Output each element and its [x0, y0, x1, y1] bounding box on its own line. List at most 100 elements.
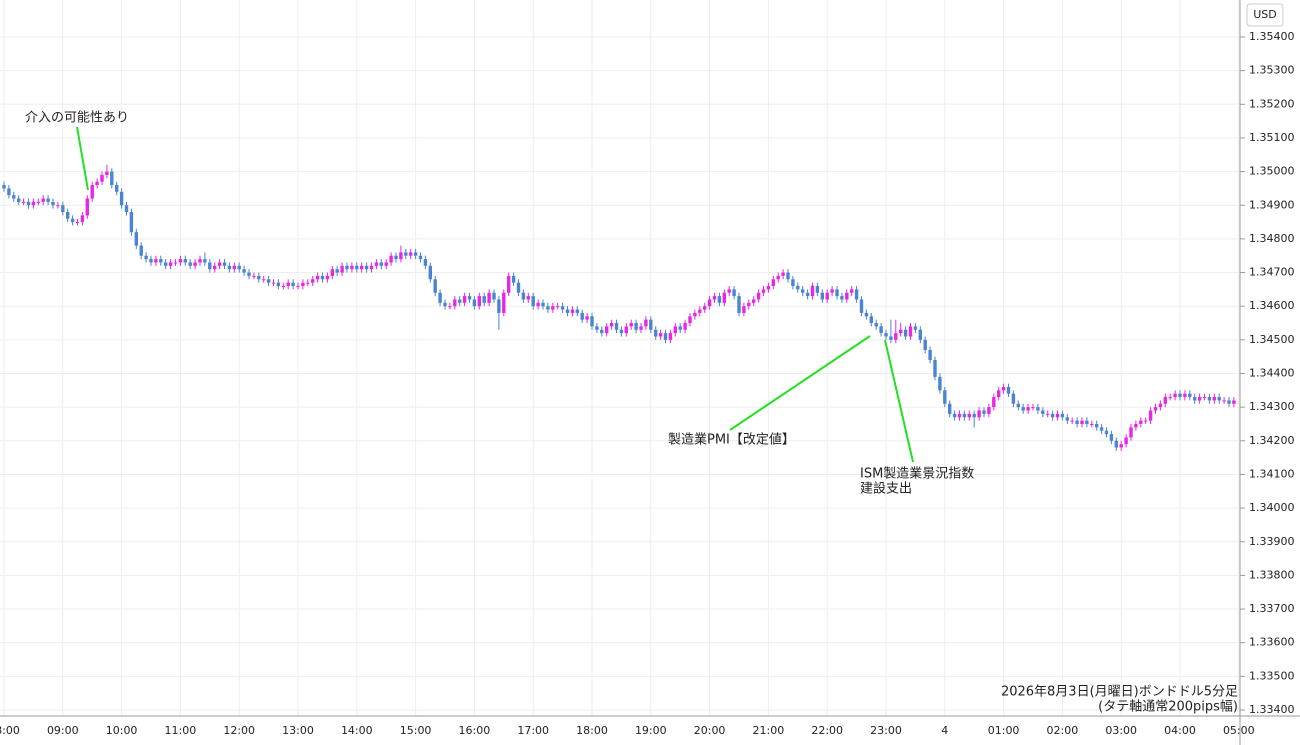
candle-body — [595, 326, 599, 330]
y-tick-label: 1.35300 — [1249, 64, 1295, 77]
grid — [0, 0, 1240, 716]
x-tick-label: 21:00 — [753, 724, 785, 737]
candle-body — [149, 259, 153, 263]
candle-body — [850, 289, 854, 293]
candle-body — [413, 252, 418, 256]
y-tick-label: 1.34100 — [1249, 467, 1295, 480]
candle-body — [1021, 407, 1025, 411]
candle-body — [360, 265, 364, 270]
candle-body — [556, 306, 560, 308]
x-tick-label: 13:00 — [282, 724, 314, 737]
candle-body — [252, 275, 256, 277]
y-tick-label: 1.35200 — [1249, 97, 1295, 110]
candle-body — [928, 349, 932, 361]
candle-body — [585, 316, 589, 320]
y-tick-label: 1.34300 — [1249, 400, 1295, 413]
candle-body — [502, 292, 506, 313]
candle-body — [727, 289, 731, 293]
candle-body — [227, 265, 232, 270]
candle-body — [355, 265, 359, 270]
annotations: 介入の可能性あり 製造業PMI【改定値】 ISM製造業景況指数 建設支出 — [25, 111, 974, 497]
candle-body — [854, 289, 859, 300]
candle-body — [399, 252, 403, 260]
candle-body — [683, 323, 687, 330]
candle-body — [281, 286, 285, 288]
candle-body — [717, 296, 722, 303]
candle-body — [1144, 420, 1148, 422]
candle-body — [85, 198, 89, 216]
candle-body — [1031, 407, 1035, 409]
candle-body — [159, 259, 163, 263]
caption: 2026年8月3日(月曜日)ボンドドル5分足 — [1001, 685, 1238, 700]
x-tick-label: 12:00 — [223, 724, 255, 737]
candle-body — [31, 201, 36, 206]
candle-body — [609, 323, 614, 327]
candle-body — [923, 339, 927, 350]
candle-body — [987, 407, 991, 414]
candle-body — [825, 292, 829, 300]
candle-body — [1070, 420, 1074, 422]
candle-body — [139, 245, 143, 256]
x-tick-label: 05:00 — [1223, 724, 1255, 737]
candle-body — [315, 275, 320, 280]
candle-body — [938, 376, 942, 391]
candle-body — [164, 262, 168, 266]
candle-body — [1207, 397, 1212, 401]
candle-body — [997, 390, 1001, 398]
candle-body — [516, 282, 521, 293]
candle-body — [291, 282, 295, 287]
y-tick-label: 1.33700 — [1249, 602, 1295, 615]
y-tick-label: 1.34200 — [1249, 434, 1295, 447]
candle-body — [982, 410, 986, 414]
candle-body — [1080, 420, 1084, 424]
candle-body — [320, 275, 325, 280]
candle-body — [899, 329, 903, 334]
candle-body — [810, 286, 815, 297]
candle-body — [276, 282, 281, 287]
y-tick-label: 1.34500 — [1249, 333, 1295, 346]
candle-body — [154, 259, 158, 263]
candle-body — [497, 299, 501, 313]
candle-body — [1075, 420, 1079, 424]
candle-body — [629, 323, 633, 327]
x-tick-label: 19:00 — [635, 724, 667, 737]
candle-body — [364, 265, 369, 270]
caption: (タテ軸通常200pips幅) — [1098, 700, 1238, 715]
candle-body — [688, 316, 692, 324]
candle-body — [1065, 417, 1069, 421]
candle-body — [119, 191, 124, 206]
candle-body — [962, 413, 967, 418]
y-tick-label: 1.34600 — [1249, 299, 1295, 312]
candle-body — [752, 299, 756, 303]
x-tick-label: 16:00 — [459, 724, 491, 737]
candle-body — [36, 201, 40, 203]
candle-body — [1212, 397, 1216, 401]
candle-body — [1119, 444, 1123, 448]
candle-body — [1090, 423, 1094, 425]
candle-body — [453, 299, 457, 307]
candle-body — [820, 292, 824, 300]
candle-body — [766, 286, 771, 290]
candle-body — [384, 262, 388, 266]
candle-body — [2, 185, 6, 189]
x-tick-label: 20:00 — [694, 724, 726, 737]
x-tick-label: 02:00 — [1047, 724, 1079, 737]
candle-body — [41, 198, 45, 202]
candle-body — [296, 286, 300, 288]
x-tick-label: 11:00 — [165, 724, 197, 737]
x-tick-label: 14:00 — [341, 724, 373, 737]
candle-body — [1041, 410, 1045, 414]
candle-body — [1202, 397, 1207, 399]
candle-body — [51, 201, 55, 206]
candle-body — [879, 326, 883, 334]
candle-body — [7, 188, 11, 196]
x-tick-label: 10:00 — [106, 724, 138, 737]
candle-body — [531, 296, 535, 307]
candle-body — [467, 296, 472, 300]
candle-body — [712, 296, 717, 300]
candle-body — [1016, 403, 1020, 408]
y-tick-label: 1.33600 — [1249, 636, 1295, 649]
candle-body — [1129, 427, 1133, 438]
candle-body — [913, 326, 918, 330]
candle-body — [418, 255, 423, 260]
